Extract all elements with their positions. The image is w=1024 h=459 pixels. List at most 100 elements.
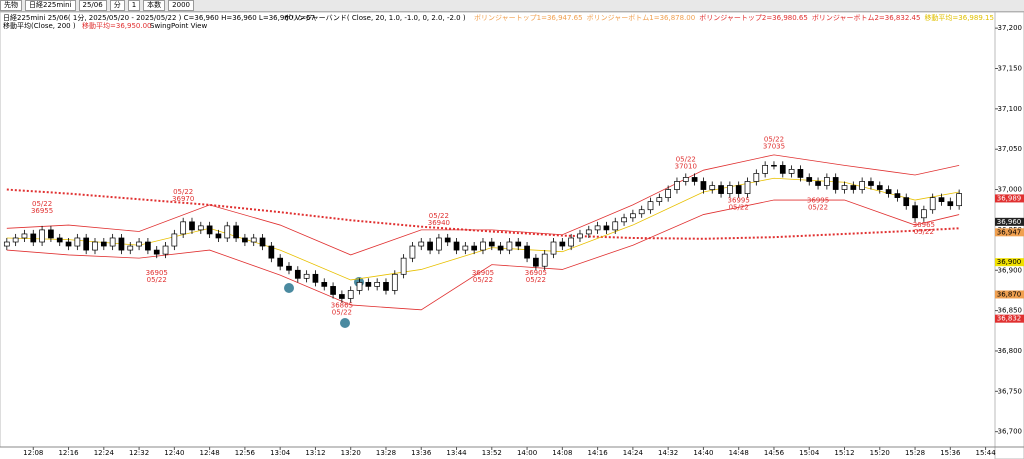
candle-body [841,185,848,190]
candle-body [709,185,716,190]
price-badge [995,258,1024,267]
candle-body [100,241,107,247]
candle-body [136,241,142,247]
x-tick-label: 13:04 [270,449,291,457]
swing-value: 36995 [807,197,829,205]
price-badge [995,314,1024,323]
candle-body [250,237,257,243]
plot-frame [0,11,996,448]
candle-body [418,241,425,247]
price-badge-label: 36,989 [997,194,1022,202]
candle-body [497,245,504,251]
candle-body [21,233,28,239]
candle-body [947,201,954,207]
chart-title: 日経225mini 25/06( 1分, 2025/05/20 - 2025/0… [3,13,315,22]
candle-body [339,294,345,299]
x-tick-label: 14:16 [588,449,609,457]
candle-body [118,237,125,251]
interval[interactable]: 1 [127,0,141,11]
x-tick-label: 13:36 [411,449,432,457]
toolbar: 先物 日経225mini 25/06 分 1 本数 2000 [0,0,1024,12]
product[interactable]: 先物 [0,0,22,11]
y-tick-label: 36,900 [998,266,1023,274]
candle-body [744,181,751,194]
candle-body [550,241,557,255]
candle-body [39,229,45,243]
candle-body [162,245,169,255]
candle-body [480,241,486,251]
candle-body [832,177,839,190]
candle-body [885,189,892,194]
swing-value: 36905 [146,269,168,277]
x-tick-label: 12:40 [164,449,184,457]
candle-body [259,237,266,247]
candle-body [409,245,416,259]
candle-body [127,245,134,251]
candle-body [700,181,707,190]
candle-body [347,290,354,299]
candle-body [488,241,495,247]
swing-date: 05/22 [676,155,696,163]
candle-body [189,221,195,231]
symbol[interactable]: 日経225mini [25,0,76,11]
candle-body [145,241,151,251]
candle-body [762,164,768,174]
price-badge-label: 36,900 [997,258,1022,266]
candle-body [400,257,407,275]
x-tick-label: 14:32 [658,449,678,457]
count[interactable]: 2000 [168,0,194,11]
candle-body [876,185,883,190]
candle-body [568,237,575,247]
candle-body [330,286,336,295]
price-badge-label: 36,832 [997,315,1022,323]
candle-body [788,169,795,174]
swing-date: 05/22 [526,276,546,284]
candle-body [815,181,821,186]
y-tick-label: 37,050 [998,145,1023,153]
candle-body [83,237,90,251]
candle-body [921,209,927,219]
candle-body [850,185,857,190]
price-badge-label: 36,870 [997,290,1022,298]
swing-icon[interactable] [340,318,350,328]
month[interactable]: 25/06 [78,0,107,11]
swing-date: 05/22 [473,276,493,284]
candle-body [638,209,645,215]
swing-date: 05/22 [729,204,749,212]
swing-icon[interactable] [284,283,294,293]
candle-body [65,241,72,247]
x-tick-label: 12:24 [94,449,115,457]
candle-body [859,181,865,190]
y-tick-label: 37,150 [998,64,1023,72]
swing-value: 36905 [525,269,547,277]
x-tick-label: 14:48 [729,449,749,457]
y-tick-label: 37,000 [998,186,1023,194]
candle-body [436,237,442,251]
candle-body [383,282,389,291]
candle-body [903,197,910,207]
candle-body [612,221,619,231]
candle-body [912,205,918,219]
swing-value: 37035 [763,142,785,150]
candle-body [171,233,178,247]
candle-body [74,237,81,247]
x-tick-label: 15:36 [940,449,961,457]
x-tick-label: 15:44 [975,449,996,457]
price-badge-label: 36,947 [997,228,1022,236]
candle-body [286,265,292,271]
subtitle-value: 移動平均=36,950.00 [82,21,152,30]
x-tick-label: 14:40 [693,449,713,457]
candle-body [374,282,381,287]
count-label: 本数 [143,0,166,11]
x-tick-label: 14:24 [623,449,644,457]
candle-body [806,177,813,182]
candle-body [277,257,284,267]
swing-date: 05/22 [147,276,167,284]
band-line [6,154,960,256]
y-tick-label: 36,700 [998,428,1023,436]
unit[interactable]: 分 [109,0,125,11]
candle-body [656,197,663,203]
candle-body [894,193,901,198]
candle-body [630,213,636,219]
